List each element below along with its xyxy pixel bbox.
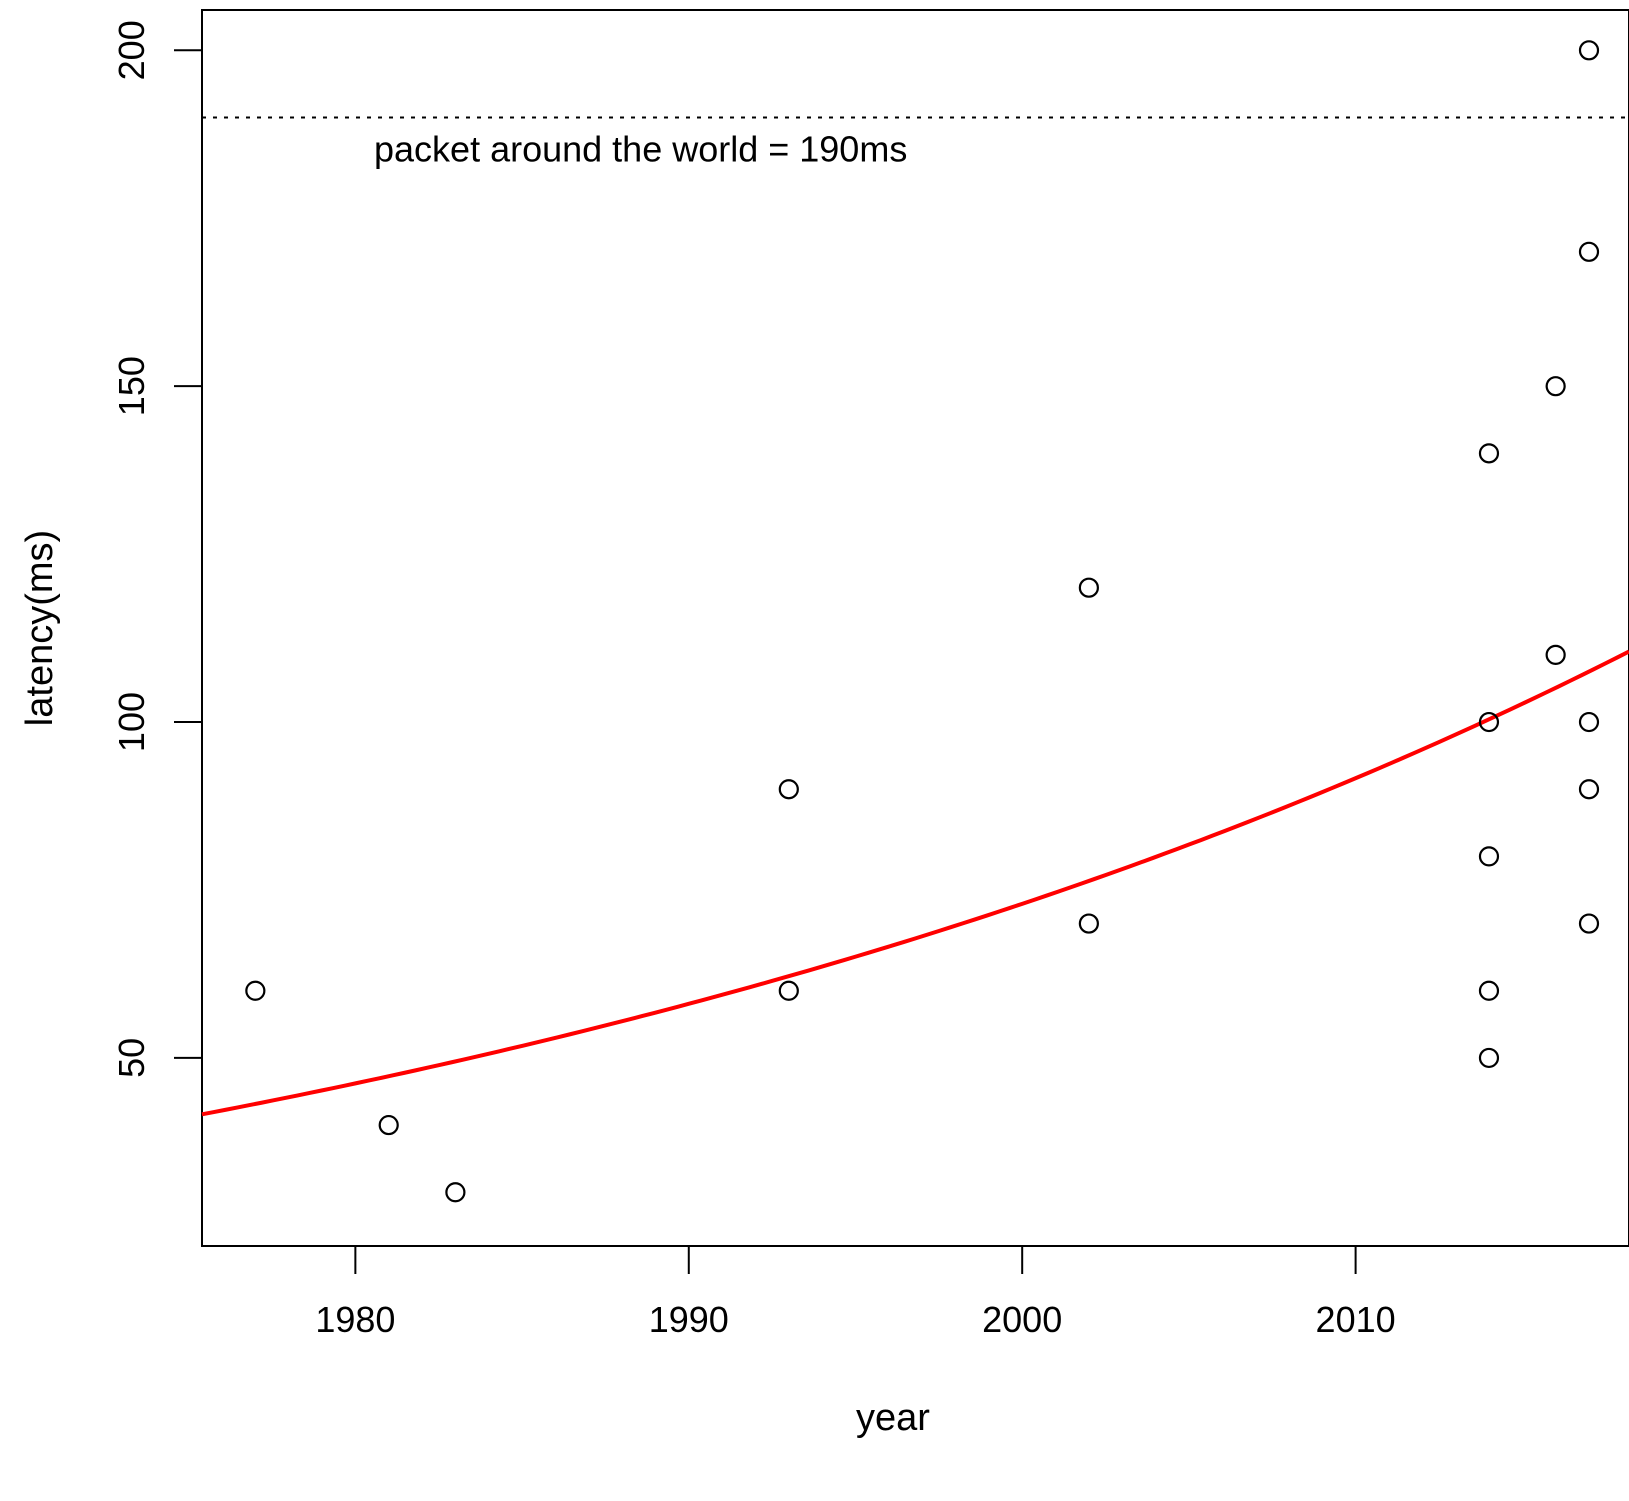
y-axis-title: latency(ms)	[19, 530, 61, 726]
data-point	[378, 1114, 399, 1136]
x-tick-label: 2000	[982, 1299, 1062, 1340]
data-point	[1078, 913, 1099, 934]
data-points	[245, 40, 1600, 1203]
plot-area: packet around the world = 190ms	[201, 9, 1629, 1247]
data-point	[1578, 40, 1600, 61]
data-point	[1478, 846, 1500, 867]
fit-curve	[201, 649, 1629, 1117]
data-point	[1578, 241, 1600, 262]
data-point	[778, 779, 799, 800]
data-point	[1478, 980, 1500, 1001]
data-point	[1578, 913, 1600, 934]
x-tick-label: 1980	[315, 1299, 395, 1340]
y-axis: 50 100 150 200	[111, 20, 202, 1078]
data-point	[1478, 711, 1500, 733]
data-point	[1578, 711, 1600, 733]
data-point	[1545, 376, 1566, 397]
data-point	[1545, 644, 1566, 665]
x-axis: 1980 1990 2000 2010	[315, 1246, 1396, 1340]
data-point	[1478, 443, 1500, 464]
data-point	[245, 980, 266, 1001]
data-point	[1578, 779, 1600, 800]
data-point	[1478, 1047, 1500, 1069]
data-point	[778, 980, 799, 1001]
y-tick-label: 200	[111, 20, 152, 80]
reference-line-label: packet around the world = 190ms	[374, 128, 907, 169]
y-tick-label: 50	[111, 1038, 152, 1078]
x-tick-label: 2010	[1316, 1299, 1396, 1340]
y-tick-label: 150	[111, 356, 152, 416]
plot-frame	[201, 9, 1629, 1247]
data-point	[1078, 577, 1099, 598]
x-axis-title: year	[856, 1397, 930, 1439]
data-point	[445, 1182, 466, 1203]
y-tick-label: 100	[111, 692, 152, 752]
x-tick-label: 1990	[649, 1299, 729, 1340]
